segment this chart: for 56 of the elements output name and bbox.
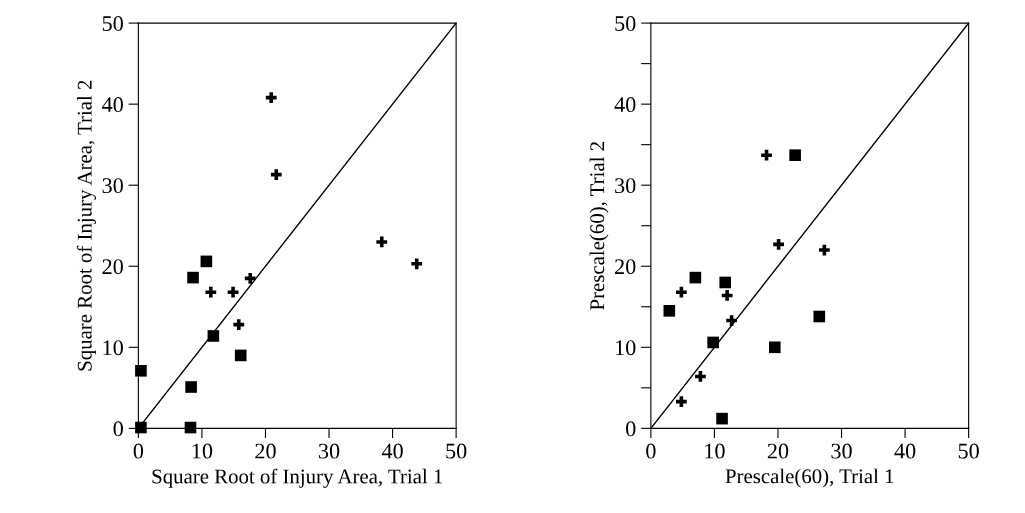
y-tick-label: 20 [615, 259, 636, 275]
x-tick-label: 0 [646, 443, 656, 459]
y-tick-label: 50 [615, 16, 636, 32]
point [411, 258, 423, 270]
x-tick-label: 40 [381, 443, 403, 459]
point [719, 276, 732, 289]
x-axis-title: Prescale(60), Trial 1 [725, 468, 894, 488]
x-tick-label: 20 [255, 443, 276, 459]
y-tick-label: 30 [102, 178, 123, 194]
y-tick-label: 40 [102, 97, 123, 113]
point [244, 273, 256, 284]
y-tick-label: 50 [102, 16, 123, 32]
x-tick-label: 50 [446, 443, 467, 459]
point [716, 412, 728, 425]
x-tick-label: 30 [318, 443, 340, 459]
y-tick-label: 30 [615, 178, 636, 194]
point [813, 310, 826, 323]
point [721, 290, 733, 301]
y-tick-label: 40 [614, 97, 636, 113]
point [707, 336, 719, 349]
x-tick-label: 50 [958, 443, 979, 459]
y-tick-label: 0 [626, 421, 636, 437]
point [761, 149, 772, 161]
x-axis-title: Square Root of Injury Area, Trial 1 [152, 468, 443, 488]
point [265, 92, 277, 104]
point [200, 255, 213, 268]
y-axis-title: Square Root of Injury Area, Trial 2 [76, 80, 97, 371]
point [187, 271, 199, 284]
point [270, 169, 282, 181]
y-tick-label: 10 [103, 340, 123, 356]
point [768, 341, 781, 354]
y-tick-label: 20 [102, 259, 123, 275]
point [233, 319, 245, 330]
point [789, 149, 801, 162]
point [663, 305, 676, 317]
x-tick-label: 10 [705, 443, 725, 459]
x-tick-label: 0 [133, 443, 144, 459]
x-tick-label: 30 [831, 443, 852, 459]
x-tick-label: 40 [894, 443, 916, 459]
x-tick-label: 20 [767, 443, 789, 459]
point [376, 236, 388, 248]
y-tick-label: 0 [113, 421, 123, 437]
point [689, 271, 702, 284]
point [234, 349, 247, 362]
point [676, 286, 687, 298]
y-tick-label: 10 [616, 340, 636, 356]
point [205, 286, 217, 298]
point [185, 381, 197, 393]
y-axis-title: Prescale(60), Trial 2 [589, 142, 609, 310]
point [184, 421, 197, 434]
point [207, 330, 220, 342]
x-tick-label: 10 [192, 443, 213, 459]
point [135, 365, 147, 377]
point [818, 244, 830, 256]
point [227, 286, 239, 298]
point [135, 421, 147, 434]
